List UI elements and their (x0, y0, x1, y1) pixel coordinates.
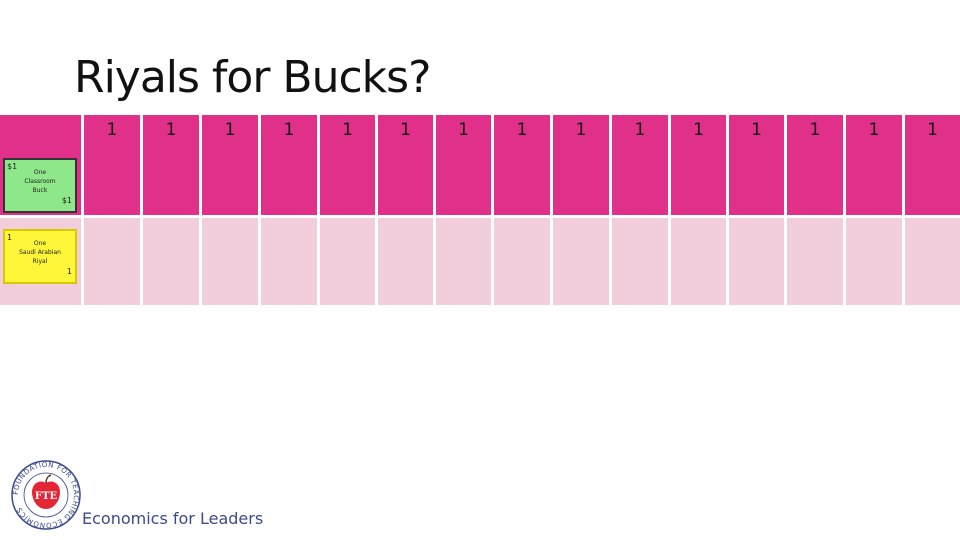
header-cell: 1 (436, 115, 491, 215)
body-cell (905, 218, 960, 305)
body-cell (846, 218, 902, 305)
body-cell (320, 218, 375, 305)
header-row: 1 1 1 1 1 1 1 1 1 1 1 1 1 1 1 (0, 115, 960, 215)
fte-logo-icon: FOUNDATION FOR TEACHING ECONOMICS FTE (11, 460, 81, 530)
body-row (0, 218, 960, 305)
header-cell: 1 (729, 115, 784, 215)
saudi-riyal-note[interactable]: 1 One Saudi Arabian Riyal 1 (3, 229, 77, 284)
header-cell: 1 (846, 115, 902, 215)
header-cell: 1 (84, 115, 140, 215)
note-text: One Saudi Arabian Riyal (15, 239, 65, 266)
body-cell (553, 218, 609, 305)
header-cell: 1 (494, 115, 550, 215)
body-cell (84, 218, 140, 305)
header-cell: 1 (202, 115, 258, 215)
body-cell (671, 218, 726, 305)
note-text: One Classroom Buck (15, 168, 65, 195)
body-cell (494, 218, 550, 305)
logo-badge-text: FTE (35, 491, 58, 502)
header-cell: 1 (261, 115, 317, 215)
body-cell (436, 218, 491, 305)
body-cell (378, 218, 433, 305)
brand-name: Economics for Leaders (82, 509, 264, 528)
header-cell: 1 (378, 115, 433, 215)
body-cell (261, 218, 317, 305)
note-line: One (33, 240, 47, 247)
body-cell (787, 218, 843, 305)
header-cell: 1 (905, 115, 960, 215)
header-cell: 1 (787, 115, 843, 215)
note-denomination-top: $1 (7, 162, 18, 171)
header-cell: 1 (320, 115, 375, 215)
exchange-table: 1 1 1 1 1 1 1 1 1 1 1 1 1 1 1 (0, 115, 960, 305)
note-line: Classroom (24, 178, 56, 185)
slide-title: Riyals for Bucks? (74, 52, 431, 103)
note-denomination-top: 1 (7, 233, 13, 242)
header-cell: 1 (143, 115, 199, 215)
body-cell (729, 218, 784, 305)
note-denomination-bottom: $1 (61, 196, 72, 205)
body-cell (143, 218, 199, 305)
header-cell: 1 (553, 115, 609, 215)
body-cell (612, 218, 668, 305)
note-line: Riyal (32, 258, 48, 265)
body-cell (202, 218, 258, 305)
header-cell: 1 (671, 115, 726, 215)
note-line: Buck (32, 187, 48, 194)
classroom-buck-note[interactable]: $1 One Classroom Buck $1 (3, 158, 77, 213)
note-line: One (33, 169, 47, 176)
header-cell: 1 (612, 115, 668, 215)
note-line: Saudi Arabian (19, 249, 61, 256)
note-denomination-bottom: 1 (66, 267, 72, 276)
